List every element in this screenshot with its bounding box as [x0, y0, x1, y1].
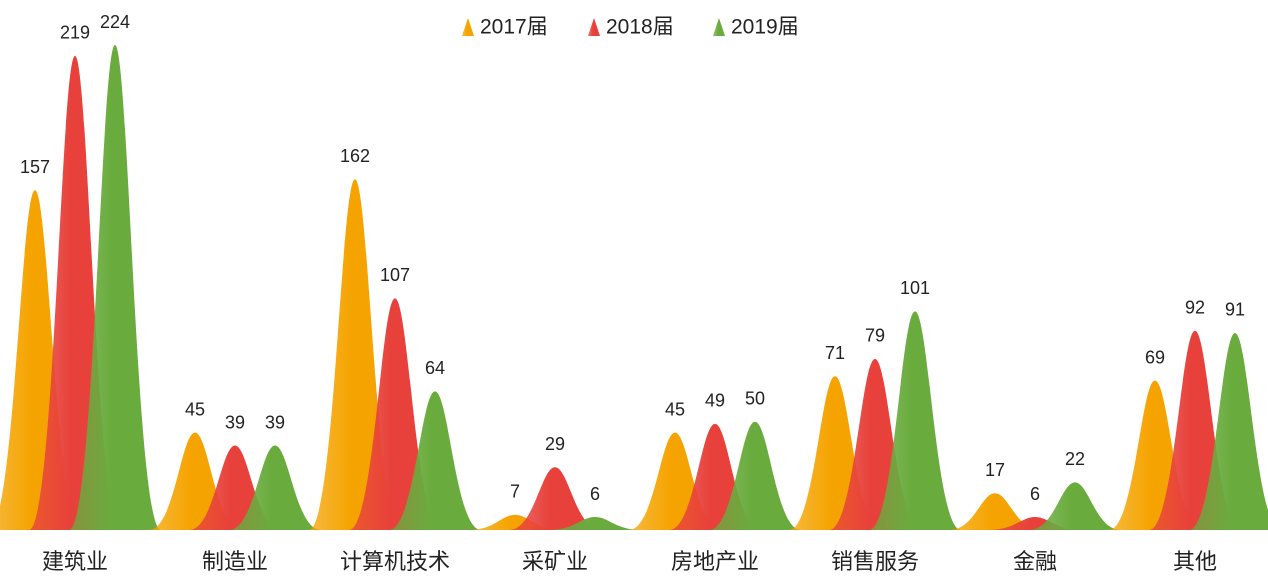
mountain — [949, 493, 1041, 530]
x-tick-label: 建筑业 — [42, 549, 108, 574]
mountain — [509, 467, 601, 530]
value-label: 162 — [340, 146, 370, 166]
value-label: 91 — [1225, 300, 1245, 320]
value-label: 7 — [510, 482, 520, 502]
value-label: 69 — [1145, 347, 1165, 367]
x-tick-label: 其他 — [1173, 549, 1217, 574]
x-tick-label: 销售服务 — [831, 549, 919, 574]
value-label: 17 — [985, 460, 1005, 480]
x-tick-label: 制造业 — [202, 549, 268, 574]
value-label: 224 — [100, 12, 130, 32]
value-label: 79 — [865, 326, 885, 346]
value-label: 157 — [20, 157, 50, 177]
value-label: 39 — [225, 412, 245, 432]
mountain — [709, 421, 801, 530]
legend-label: 2019届 — [731, 16, 799, 39]
value-label: 50 — [745, 388, 765, 408]
value-label: 101 — [900, 278, 930, 298]
value-label: 6 — [1030, 484, 1040, 504]
value-label: 219 — [60, 23, 90, 43]
value-label: 49 — [705, 391, 725, 411]
legend-label: 2017届 — [480, 16, 548, 39]
mountain — [389, 391, 481, 530]
legend-marker — [588, 18, 600, 36]
mountain — [1189, 332, 1268, 530]
mountain — [869, 311, 961, 530]
mountain — [1029, 482, 1121, 530]
value-label: 92 — [1185, 298, 1205, 318]
mountain — [229, 445, 321, 530]
value-label: 45 — [665, 399, 685, 419]
value-label: 22 — [1065, 449, 1085, 469]
x-tick-label: 金融 — [1013, 549, 1057, 574]
mountain — [549, 517, 641, 530]
legend-label: 2018届 — [606, 16, 674, 39]
value-label: 71 — [825, 343, 845, 363]
value-label: 107 — [380, 265, 410, 285]
x-tick-label: 采矿业 — [522, 549, 588, 574]
legend-marker — [462, 18, 474, 36]
value-label: 39 — [265, 412, 285, 432]
legend-marker — [713, 18, 725, 36]
value-label: 45 — [185, 399, 205, 419]
x-tick-label: 计算机技术 — [340, 549, 450, 574]
mountain — [69, 45, 161, 530]
value-label: 6 — [590, 484, 600, 504]
value-label: 64 — [425, 358, 445, 378]
value-label: 29 — [545, 434, 565, 454]
x-tick-label: 房地产业 — [671, 549, 759, 574]
